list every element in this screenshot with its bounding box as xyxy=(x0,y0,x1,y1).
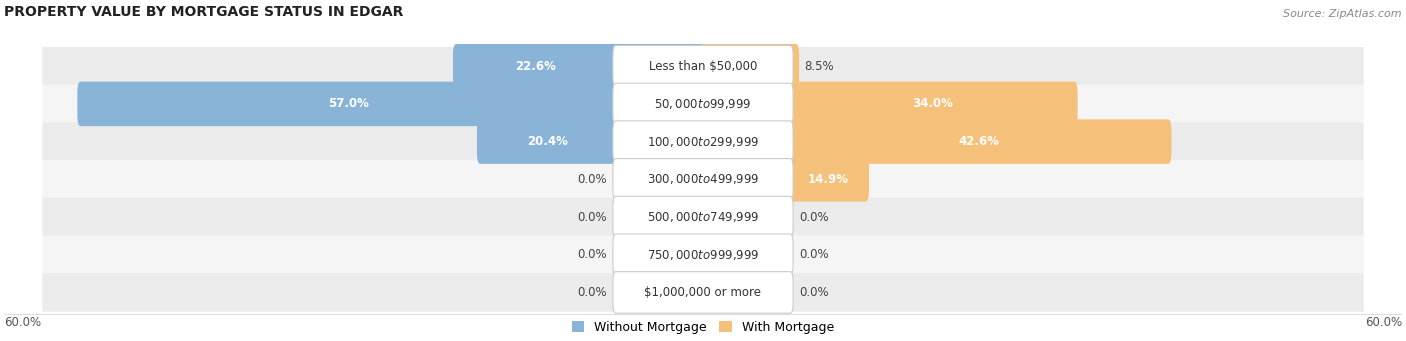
FancyBboxPatch shape xyxy=(613,45,793,87)
FancyBboxPatch shape xyxy=(613,234,793,276)
FancyBboxPatch shape xyxy=(700,44,799,88)
Text: 0.0%: 0.0% xyxy=(578,210,607,223)
Text: 22.6%: 22.6% xyxy=(516,60,557,73)
FancyBboxPatch shape xyxy=(700,119,1171,164)
Text: 57.0%: 57.0% xyxy=(328,98,368,110)
Text: 0.0%: 0.0% xyxy=(799,248,828,261)
Text: 60.0%: 60.0% xyxy=(1365,316,1402,329)
Text: 14.9%: 14.9% xyxy=(807,173,849,186)
Text: $300,000 to $499,999: $300,000 to $499,999 xyxy=(647,172,759,186)
FancyBboxPatch shape xyxy=(700,81,1077,126)
Text: 42.6%: 42.6% xyxy=(959,135,1000,148)
Text: $50,000 to $99,999: $50,000 to $99,999 xyxy=(654,97,752,111)
Text: 8.5%: 8.5% xyxy=(804,60,834,73)
Text: 20.4%: 20.4% xyxy=(527,135,568,148)
FancyBboxPatch shape xyxy=(42,85,1364,123)
Text: 0.0%: 0.0% xyxy=(799,210,828,223)
Text: PROPERTY VALUE BY MORTGAGE STATUS IN EDGAR: PROPERTY VALUE BY MORTGAGE STATUS IN EDG… xyxy=(4,5,404,19)
Text: $500,000 to $749,999: $500,000 to $749,999 xyxy=(647,210,759,224)
Text: Source: ZipAtlas.com: Source: ZipAtlas.com xyxy=(1284,9,1402,19)
Text: 0.0%: 0.0% xyxy=(578,248,607,261)
FancyBboxPatch shape xyxy=(613,83,793,125)
Text: 0.0%: 0.0% xyxy=(799,286,828,299)
FancyBboxPatch shape xyxy=(613,272,793,313)
FancyBboxPatch shape xyxy=(42,236,1364,274)
FancyBboxPatch shape xyxy=(77,81,706,126)
Text: 60.0%: 60.0% xyxy=(4,316,41,329)
Text: 34.0%: 34.0% xyxy=(912,98,953,110)
FancyBboxPatch shape xyxy=(477,119,706,164)
Text: $750,000 to $999,999: $750,000 to $999,999 xyxy=(647,248,759,262)
Text: 0.0%: 0.0% xyxy=(578,286,607,299)
Text: $1,000,000 or more: $1,000,000 or more xyxy=(644,286,762,299)
Text: 0.0%: 0.0% xyxy=(578,173,607,186)
FancyBboxPatch shape xyxy=(453,44,706,88)
FancyBboxPatch shape xyxy=(42,47,1364,86)
FancyBboxPatch shape xyxy=(613,196,793,238)
FancyBboxPatch shape xyxy=(613,121,793,162)
FancyBboxPatch shape xyxy=(42,273,1364,312)
FancyBboxPatch shape xyxy=(42,160,1364,198)
FancyBboxPatch shape xyxy=(613,159,793,200)
Legend: Without Mortgage, With Mortgage: Without Mortgage, With Mortgage xyxy=(567,316,839,339)
FancyBboxPatch shape xyxy=(700,157,869,202)
FancyBboxPatch shape xyxy=(42,122,1364,161)
Text: $100,000 to $299,999: $100,000 to $299,999 xyxy=(647,135,759,149)
Text: Less than $50,000: Less than $50,000 xyxy=(648,60,758,73)
FancyBboxPatch shape xyxy=(42,198,1364,236)
